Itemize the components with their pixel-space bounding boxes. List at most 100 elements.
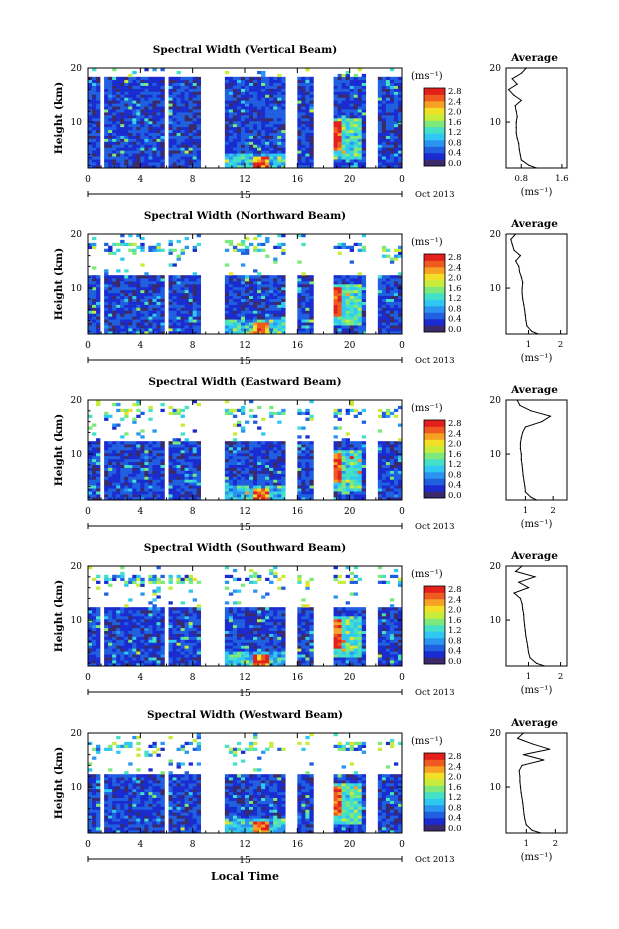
heatmap-cell	[301, 319, 306, 323]
heatmap-cell	[377, 153, 383, 157]
heatmap-cell	[104, 292, 109, 297]
heatmap-cell	[357, 118, 363, 122]
heatmap-cell	[273, 470, 278, 474]
heatmap-cell	[381, 123, 387, 128]
heatmap-cell	[337, 97, 342, 101]
heatmap-cell	[236, 97, 242, 101]
heatmap-cell	[385, 147, 391, 151]
heatmap-cell	[333, 162, 338, 166]
heatmap-cell	[160, 479, 165, 483]
heatmap-cell	[112, 441, 117, 445]
heatmap-cell	[305, 286, 310, 291]
heatmap-cell	[152, 298, 157, 302]
heatmap-cell	[144, 307, 149, 311]
heatmap-cell	[192, 485, 197, 489]
heatmap-cell	[196, 91, 202, 95]
heatmap-cell	[381, 120, 387, 125]
heatmap-cell	[333, 289, 338, 294]
heatmap-cell	[341, 464, 346, 468]
heatmap-cell	[281, 162, 286, 166]
profile-frame	[505, 399, 568, 501]
heatmap-cell	[236, 491, 242, 495]
heatmap-cell	[92, 432, 97, 436]
heatmap-cell	[160, 310, 165, 314]
heatmap-cell	[196, 234, 202, 238]
heatmap-cell	[361, 85, 367, 89]
heatmap-cell	[261, 304, 266, 308]
heatmap-cell	[377, 165, 383, 169]
heatmap-cell	[240, 115, 246, 119]
heatmap-cell	[112, 402, 117, 407]
heatmap-cell	[108, 289, 113, 294]
heatmap-cell	[301, 301, 306, 305]
profile-point	[535, 167, 538, 169]
heatmap-cell	[160, 162, 165, 166]
heatmap-cell	[301, 165, 306, 169]
heatmap-cell	[132, 328, 137, 332]
heatmap-cell	[249, 284, 254, 288]
heatmap-cell	[172, 408, 177, 413]
heatmap-cell	[277, 292, 282, 297]
heatmap-cell	[232, 461, 238, 465]
heatmap-cell	[148, 298, 153, 302]
heatmap-cell	[397, 328, 403, 332]
heatmap-cell	[337, 118, 342, 122]
heatmap-cell	[152, 278, 157, 282]
heatmap-cell	[345, 94, 350, 98]
heatmap-cell	[345, 438, 350, 442]
heatmap-cell	[341, 123, 346, 128]
heatmap-cell	[277, 281, 282, 285]
heatmap-cell	[108, 488, 113, 492]
heatmap-cell	[341, 144, 346, 148]
heatmap-cell	[337, 88, 342, 92]
heatmap-cell	[341, 485, 346, 489]
heatmap-cell	[389, 141, 395, 145]
heatmap-cell	[345, 162, 350, 166]
y-axis-label: Height (km)	[53, 414, 65, 486]
heatmap-cell	[269, 491, 274, 495]
heatmap-cell	[172, 325, 177, 329]
heatmap-cell	[120, 159, 125, 163]
heatmap-cell	[261, 103, 266, 107]
heatmap-cell	[397, 118, 403, 122]
heatmap-cell	[393, 257, 399, 261]
heatmap-cell	[136, 118, 141, 122]
heatmap-cell	[136, 295, 141, 299]
heatmap-cell	[136, 165, 141, 169]
heatmap-cell	[96, 278, 101, 282]
heatmap-cell	[196, 100, 202, 104]
heatmap-cell	[249, 79, 254, 83]
heatmap-cell	[361, 328, 367, 332]
heatmap-cell	[180, 310, 185, 314]
heatmap-cell	[108, 141, 113, 145]
heatmap-cell	[265, 461, 270, 465]
heatmap-cell	[253, 414, 258, 418]
heatmap-cell	[188, 106, 193, 110]
heatmap-cell	[184, 470, 189, 474]
heatmap-cell	[261, 91, 266, 95]
profile-x-tick-label: 1.6	[555, 174, 569, 184]
heatmap-cell	[152, 147, 157, 151]
heatmap-cell	[341, 497, 346, 501]
heatmap-cell	[96, 94, 101, 98]
heatmap-cell	[257, 485, 262, 489]
heatmap-cell	[377, 429, 383, 433]
colorbar-swatch	[424, 293, 445, 300]
heatmap-cell	[261, 497, 266, 501]
heatmap-cell	[309, 444, 314, 448]
heatmap-cell	[361, 467, 367, 471]
heatmap-cell	[232, 91, 238, 95]
heatmap-cell	[96, 97, 101, 101]
heatmap-cell	[152, 455, 157, 460]
heatmap-cell	[397, 85, 403, 89]
heatmap-cell	[172, 103, 177, 107]
heatmap-cell	[108, 476, 113, 480]
heatmap-cell	[196, 135, 202, 139]
heatmap-cell	[152, 132, 157, 136]
heatmap-cell	[160, 402, 165, 407]
heatmap-cell	[148, 417, 153, 421]
colorbar-swatch	[424, 459, 445, 466]
heatmap-cell	[116, 165, 121, 169]
heatmap-cell	[104, 657, 109, 661]
heatmap-cell	[184, 497, 189, 501]
